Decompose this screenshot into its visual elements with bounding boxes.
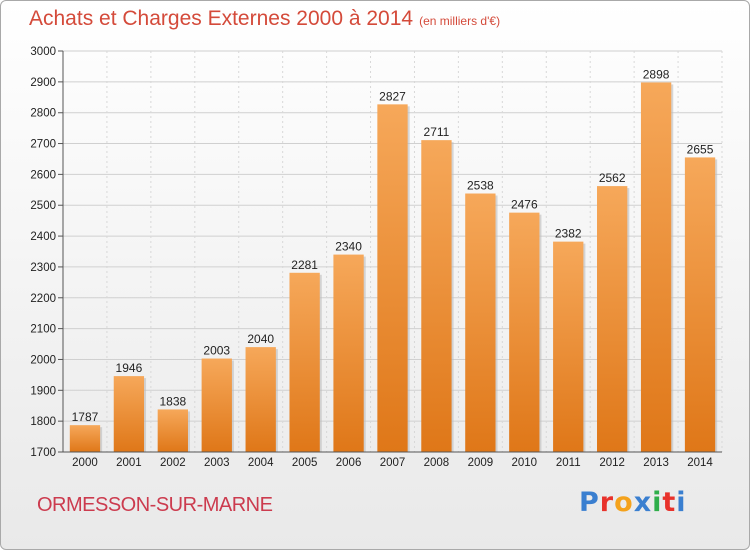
bar-2010	[509, 212, 540, 452]
bar-2009	[465, 193, 496, 453]
chart-title-text: Achats et Charges Externes 2000 à 2014	[29, 7, 414, 30]
x-tick-label-2000: 2000	[72, 457, 98, 469]
x-tick-label-2009: 2009	[468, 457, 494, 469]
y-tick-label: 2000	[30, 354, 56, 366]
bar-2012	[597, 186, 628, 453]
y-tick-label: 3000	[30, 46, 56, 58]
logo-letter: i	[676, 487, 687, 518]
bar-2001	[113, 376, 145, 452]
value-label-2001: 1946	[116, 361, 143, 375]
y-tick-label: 2700	[30, 139, 56, 151]
bar-2002	[157, 409, 188, 452]
bar-2013	[640, 82, 672, 452]
logo-letter: P	[579, 487, 600, 518]
x-tick-label-2011: 2011	[556, 457, 581, 469]
y-tick-label: 2500	[30, 200, 56, 212]
value-label-2007: 2827	[379, 89, 406, 103]
value-label-2002: 1838	[159, 394, 186, 408]
value-label-2008: 2711	[424, 125, 450, 139]
bar-2007	[377, 104, 408, 453]
value-label-2011: 2382	[555, 227, 582, 241]
x-tick-label-2007: 2007	[380, 457, 406, 469]
x-tick-label-2014: 2014	[687, 457, 713, 469]
value-label-2000: 1787	[72, 410, 99, 424]
x-tick-label-2001: 2001	[116, 457, 142, 469]
logo-letter: x	[633, 487, 653, 518]
value-label-2004: 2040	[247, 332, 274, 346]
bar-2005	[289, 272, 320, 452]
y-tick-label: 1900	[30, 385, 56, 397]
y-tick-label: 2300	[30, 262, 56, 274]
y-tick-label: 1700	[30, 447, 56, 459]
logo-letter: t	[662, 487, 677, 518]
y-tick-label: 2800	[30, 108, 56, 120]
bar-2006	[333, 254, 364, 452]
x-tick-label-2013: 2013	[643, 457, 669, 469]
y-tick-label: 2900	[30, 77, 56, 89]
value-label-2010: 2476	[511, 198, 538, 212]
x-tick-label-2012: 2012	[599, 457, 625, 469]
value-label-2005: 2281	[291, 258, 318, 272]
value-label-2012: 2562	[599, 171, 626, 185]
y-tick-label: 2200	[30, 293, 56, 305]
chart-unit: (en milliers d'€)	[419, 14, 501, 28]
value-label-2003: 2003	[203, 344, 230, 358]
value-label-2013: 2898	[643, 67, 670, 81]
x-tick-label-2005: 2005	[292, 457, 318, 469]
bar-2000	[69, 425, 101, 452]
logo-letter: r	[599, 487, 615, 518]
x-tick-label-2002: 2002	[160, 457, 186, 469]
logo-letter: i	[652, 487, 663, 518]
logo-letter: o	[614, 487, 634, 518]
x-tick-label-2008: 2008	[424, 457, 450, 469]
value-label-2009: 2538	[467, 179, 494, 193]
x-tick-label-2003: 2003	[204, 457, 230, 469]
value-label-2006: 2340	[335, 240, 362, 254]
y-tick-label: 2400	[30, 231, 56, 243]
bar-2003	[201, 358, 232, 452]
axes: 1700 1800 1900 2000 2100 2200 2300 2400 2500 2600…	[30, 46, 722, 469]
x-tick-label-2004: 2004	[248, 457, 274, 469]
bar-2014	[684, 157, 716, 452]
bars: 1787 1946 1838 2003 2040 2281 2340 2827 2711 2538…	[69, 67, 718, 453]
value-label-2014: 2655	[687, 142, 714, 156]
bar-2011	[553, 241, 584, 452]
x-tick-label-2006: 2006	[336, 457, 362, 469]
x-tick-label-2010: 2010	[512, 457, 538, 469]
y-tick-label: 1800	[30, 416, 56, 428]
commune-name: ORMESSON-SUR-MARNE	[37, 494, 273, 516]
bar-2008	[421, 140, 452, 452]
proxiti-logo[interactable]: Proxiti	[579, 487, 687, 518]
y-tick-label: 2600	[30, 169, 56, 181]
bar-2004	[245, 347, 276, 452]
y-tick-label: 2100	[30, 324, 56, 336]
chart-title: Achats et Charges Externes 2000 à 2014 (e…	[29, 7, 500, 31]
